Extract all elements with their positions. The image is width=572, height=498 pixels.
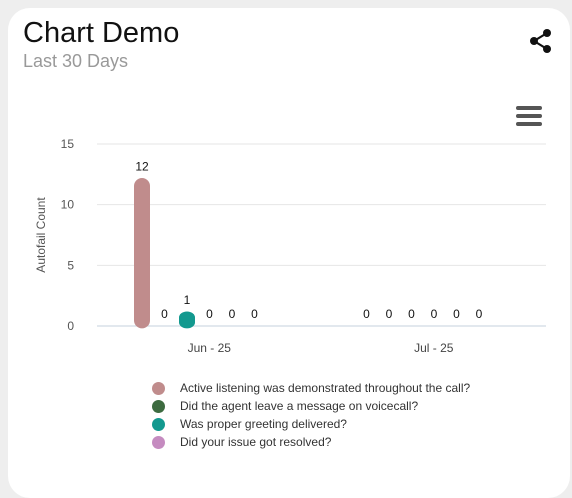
legend-marker <box>152 381 165 395</box>
legend-item[interactable]: Did your issue got resolved? <box>152 433 470 451</box>
page-title: Chart Demo <box>23 17 180 49</box>
data-label: 0 <box>453 307 460 321</box>
legend-marker <box>152 435 165 449</box>
legend-label: Did the agent leave a message on voiceca… <box>180 399 419 413</box>
hamburger-menu-icon[interactable] <box>514 104 544 128</box>
legend-label: Active listening was demonstrated throug… <box>180 381 471 395</box>
bar <box>134 178 150 329</box>
data-label: 12 <box>135 159 149 173</box>
data-label: 0 <box>229 307 236 321</box>
data-label: 0 <box>206 307 213 321</box>
y-tick-label: 15 <box>61 137 75 151</box>
share-icon[interactable] <box>528 28 554 54</box>
y-tick-label: 5 <box>67 258 74 272</box>
legend-marker <box>152 399 165 413</box>
chart-card: Chart Demo Last 30 Days 0 5 10 15 Autofail C… <box>8 8 570 498</box>
x-tick-label: Jun - 25 <box>188 341 232 355</box>
y-axis-label: Autofail Count <box>34 197 48 273</box>
legend-label: Was proper greeting delivered? <box>180 417 347 431</box>
chart-legend: Active listening was demonstrated throug… <box>152 379 470 451</box>
x-tick-label: Jul - 25 <box>414 341 454 355</box>
page-subtitle: Last 30 Days <box>23 51 129 71</box>
data-label: 0 <box>161 307 168 321</box>
bar <box>179 311 195 329</box>
legend-item[interactable]: Did the agent leave a message on voiceca… <box>152 397 470 415</box>
legend-item[interactable]: Was proper greeting delivered? <box>152 415 470 433</box>
data-label: 0 <box>476 307 483 321</box>
legend-marker <box>152 417 165 431</box>
legend-label: Did your issue got resolved? <box>180 435 332 449</box>
data-label: 0 <box>251 307 258 321</box>
y-tick-label: 0 <box>67 319 74 333</box>
legend-item[interactable]: Active listening was demonstrated throug… <box>152 379 470 397</box>
data-label: 0 <box>363 307 370 321</box>
y-tick-label: 10 <box>61 198 75 212</box>
data-label: 0 <box>408 307 415 321</box>
data-label: 0 <box>386 307 393 321</box>
data-label: 0 <box>431 307 438 321</box>
data-label: 1 <box>184 293 191 307</box>
